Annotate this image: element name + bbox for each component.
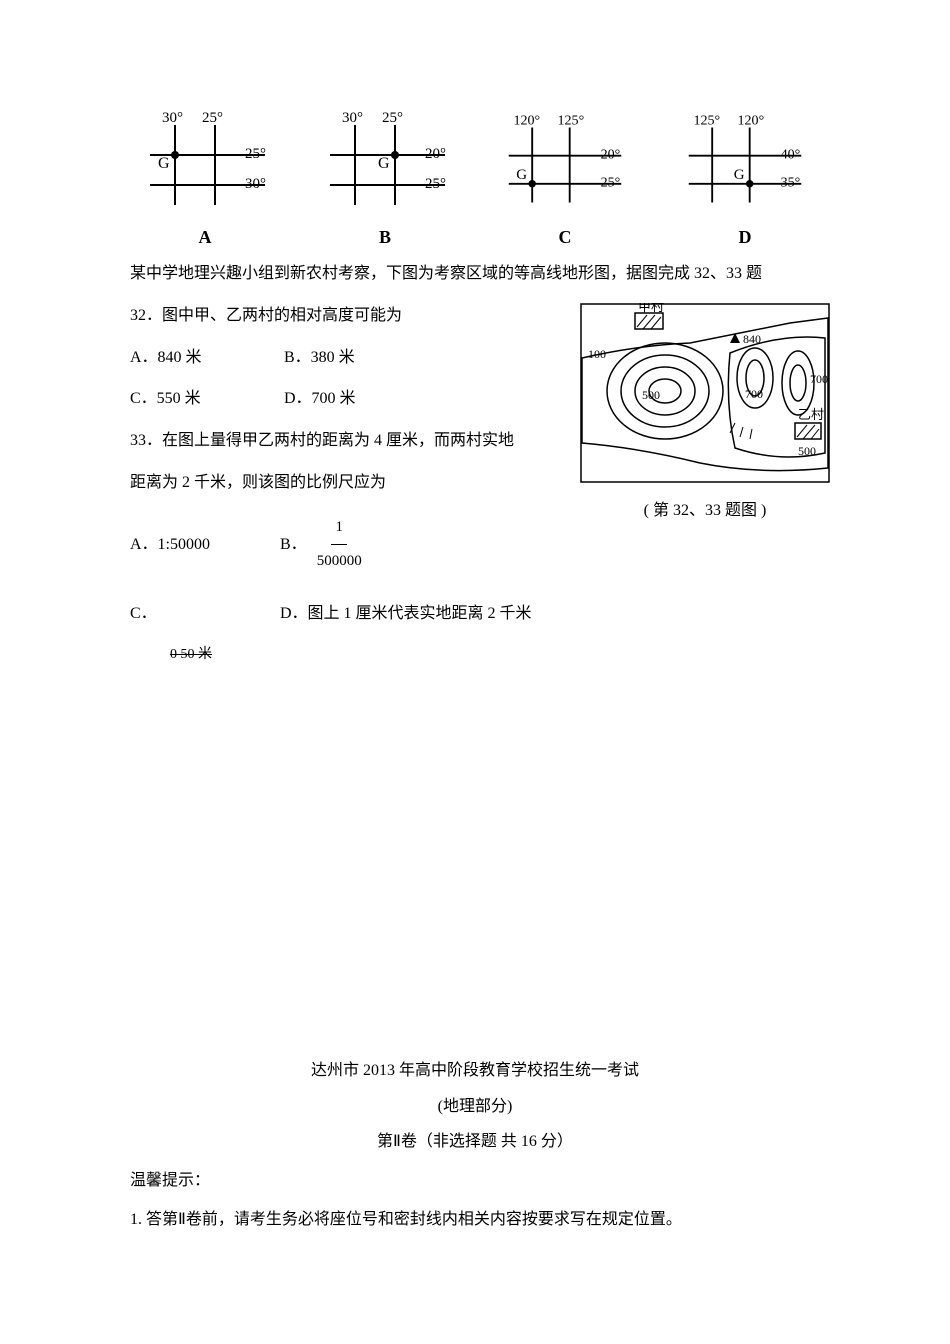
q32-options-1: A．840 米 B．380 米: [130, 337, 550, 379]
svg-text:120°: 120°: [738, 113, 765, 129]
coord-svg-b: G 30° 25° 20° 25°: [310, 110, 460, 220]
svg-text:500: 500: [798, 444, 816, 458]
q33-opt-b-prefix: B．: [280, 527, 307, 562]
question-32: 32．图中甲、乙两村的相对高度可能为 A．840 米 B．380 米 C．550…: [130, 295, 550, 420]
contour-svg: 甲村 乙村 840 100 500 700 700 500: [580, 303, 830, 483]
q33-options-1: A．1:50000 B． 1 500000: [130, 511, 820, 578]
coord-diagram-a: G 30° 25° 25° 30° A: [130, 110, 280, 248]
exam-section: 第Ⅱ卷（非选择题 共 16 分）: [130, 1124, 820, 1159]
page-2-section: 达州市 2013 年高中阶段教育学校招生统一考试 (地理部分) 第Ⅱ卷（非选择题…: [130, 1053, 820, 1237]
svg-text:40°: 40°: [781, 146, 801, 162]
tip-label: 温馨提示：: [130, 1163, 820, 1198]
svg-text:100: 100: [588, 347, 606, 361]
svg-text:700: 700: [745, 387, 763, 401]
svg-text:30°: 30°: [342, 110, 363, 126]
exam-title: 达州市 2013 年高中阶段教育学校招生统一考试: [130, 1053, 820, 1088]
svg-text:840: 840: [743, 332, 761, 346]
svg-text:G: G: [734, 167, 745, 183]
svg-text:25°: 25°: [382, 110, 403, 126]
svg-text:G: G: [158, 155, 170, 172]
coord-svg-c: G 120° 125° 20° 25°: [490, 110, 640, 220]
svg-text:G: G: [516, 167, 527, 183]
coord-diagrams-row: G 30° 25° 25° 30° A G 30° 25° 20° 25° B: [130, 110, 820, 248]
svg-text:125°: 125°: [693, 113, 720, 129]
svg-text:35°: 35°: [781, 175, 801, 191]
intro-text: 某中学地理兴趣小组到新农村考察，下图为考察区域的等高线地形图，据图完成 32、3…: [130, 256, 820, 291]
q32-opt-b: B．380 米: [284, 337, 434, 379]
fraction-den: 500000: [313, 545, 366, 578]
q32-opt-a: A．840 米: [130, 337, 280, 379]
svg-text:30°: 30°: [162, 110, 183, 126]
svg-text:20°: 20°: [601, 146, 621, 162]
coord-svg-a: G 30° 25° 25° 30°: [130, 110, 280, 220]
svg-text:20°: 20°: [425, 146, 446, 162]
coord-svg-d: G 125° 120° 40° 35°: [670, 110, 820, 220]
q32-options-2: C．550 米 D．700 米: [130, 378, 550, 420]
exam-subtitle: (地理部分): [130, 1089, 820, 1124]
q33-opt-d: D．图上 1 厘米代表实地距离 2 千米: [280, 596, 532, 631]
svg-text:120°: 120°: [513, 113, 540, 129]
svg-text:25°: 25°: [601, 175, 621, 191]
svg-text:乙村: 乙村: [798, 407, 824, 422]
fraction-icon: 1 500000: [313, 511, 366, 578]
q33-opt-b: B． 1 500000: [280, 511, 366, 578]
diagram-label-a: A: [130, 227, 280, 248]
coord-diagram-b: G 30° 25° 20° 25° B: [310, 110, 460, 248]
scalebar-text: 0 50 米: [170, 647, 212, 662]
contour-figure: 甲村 乙村 840 100 500 700 700 500 ( 第 32、33 …: [580, 303, 830, 520]
question-block: 甲村 乙村 840 100 500 700 700 500 ( 第 32、33 …: [130, 295, 820, 663]
svg-text:甲村: 甲村: [638, 303, 664, 314]
q33-options-2: C． D．图上 1 厘米代表实地距离 2 千米: [130, 596, 820, 631]
q33-opt-c: C．: [130, 596, 280, 631]
fraction-num: 1: [331, 511, 347, 545]
svg-text:500: 500: [642, 388, 660, 402]
q33-stem1: 33．在图上量得甲乙两村的距离为 4 厘米，而两村实地: [130, 420, 550, 462]
q33-opt-a: A．1:50000: [130, 527, 280, 562]
diagram-label-b: B: [310, 227, 460, 248]
svg-text:700: 700: [810, 372, 828, 386]
coord-diagram-c: G 120° 125° 20° 25° C: [490, 110, 640, 248]
diagram-label-d: D: [670, 227, 820, 248]
q32-opt-d: D．700 米: [284, 378, 434, 420]
svg-text:125°: 125°: [558, 113, 585, 129]
svg-text:30°: 30°: [245, 176, 266, 192]
q32-opt-c: C．550 米: [130, 378, 280, 420]
contour-caption: ( 第 32、33 题图 ): [580, 496, 830, 520]
coord-diagram-d: G 125° 120° 40° 35° D: [670, 110, 820, 248]
question-33: 33．在图上量得甲乙两村的距离为 4 厘米，而两村实地 距离为 2 千米，则该图…: [130, 420, 550, 503]
svg-text:25°: 25°: [202, 110, 223, 126]
svg-text:G: G: [378, 155, 390, 172]
q32-stem: 32．图中甲、乙两村的相对高度可能为: [130, 295, 550, 337]
svg-text:25°: 25°: [245, 146, 266, 162]
diagram-label-c: C: [490, 227, 640, 248]
svg-text:25°: 25°: [425, 176, 446, 192]
q33-stem2: 距离为 2 千米，则该图的比例尺应为: [130, 462, 550, 504]
q33-opt-c-scalebar: 0 50 米: [170, 643, 820, 663]
tip-1: 1. 答第Ⅱ卷前，请考生务必将座位号和密封线内相关内容按要求写在规定位置。: [130, 1202, 820, 1237]
